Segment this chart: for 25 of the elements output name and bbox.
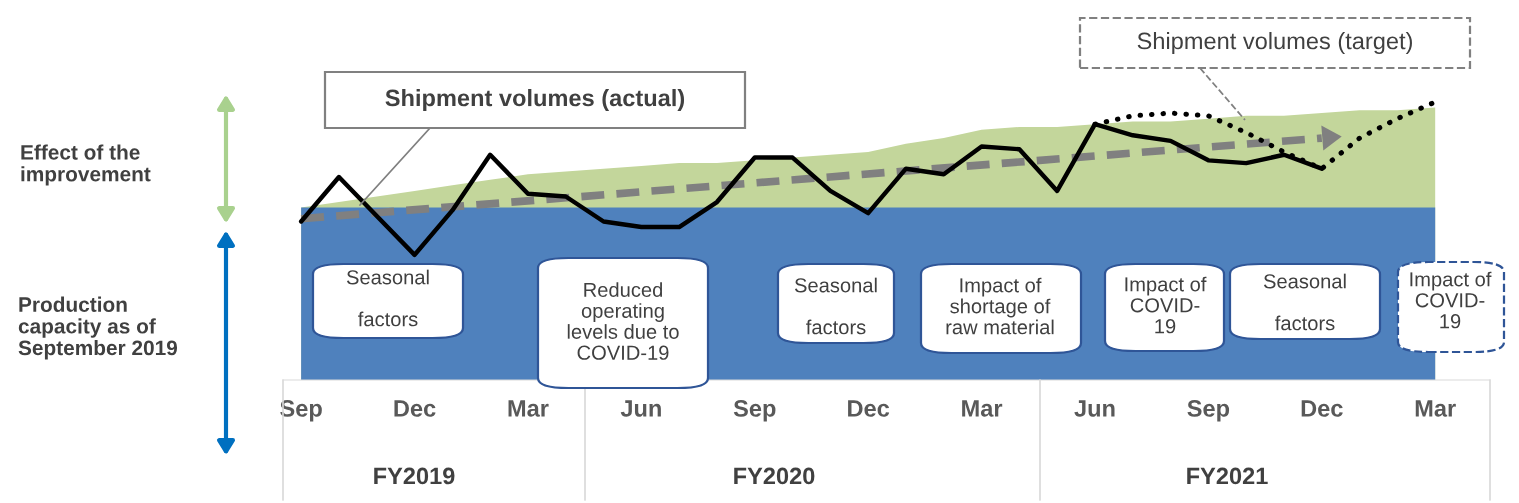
x-tick-label: Dec	[1301, 400, 1343, 417]
x-tick-label: Jun	[620, 400, 661, 417]
text: Shipment volumes (target)	[1137, 32, 1412, 55]
annotation: Impact of COVID- 19	[1410, 271, 1492, 329]
annotation: Reduced operating levels due to COVID-19	[567, 282, 679, 360]
x-tick-label: Sep	[280, 400, 322, 422]
text: Seasonal factors	[346, 269, 429, 327]
text: FY2021	[1187, 467, 1268, 485]
text: FY2020	[734, 467, 815, 485]
text: Shipment volumes (actual)	[385, 89, 685, 112]
annotation: Impact of COVID- 19	[1125, 276, 1207, 334]
x-tick-label: Mar	[1415, 400, 1456, 417]
x-tick-label: Mar	[508, 400, 549, 417]
x-tick-label: Sep	[1187, 400, 1230, 422]
x-tick-label: Mar	[962, 400, 1003, 417]
x-tick-label: Dec	[394, 400, 436, 417]
text: FY2019	[374, 467, 455, 485]
x-tick-label: Dec	[848, 400, 890, 417]
x-tick-label: Jun	[1074, 400, 1115, 417]
text: Seasonal factors	[1263, 273, 1346, 331]
text: Seasonal factors	[794, 277, 877, 335]
annotation: Impact of shortage of raw material	[946, 277, 1054, 335]
x-tick-label: Sep	[733, 400, 776, 422]
text: Production capacity as of September 2019	[18, 296, 178, 360]
text: Effect of the improvement	[21, 144, 151, 186]
